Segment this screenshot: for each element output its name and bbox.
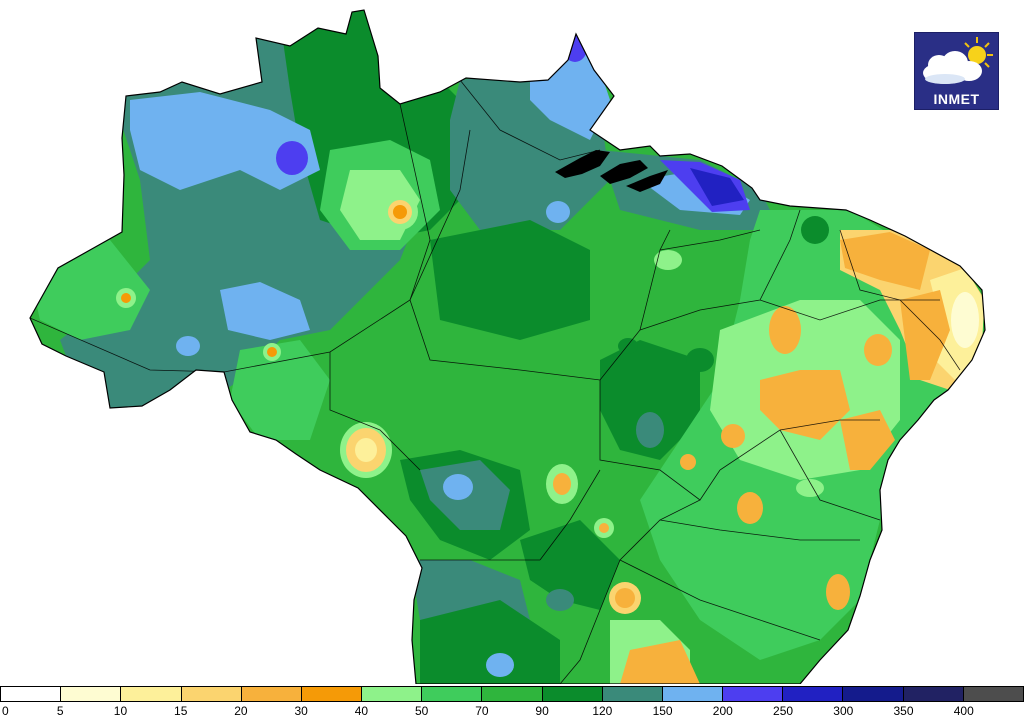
legend-label: 400 bbox=[953, 704, 974, 718]
legend-label: 15 bbox=[174, 704, 188, 718]
legend-swatch bbox=[902, 687, 963, 701]
legend-label: 150 bbox=[652, 704, 673, 718]
amazon-delta bbox=[555, 150, 668, 192]
legend-swatch bbox=[180, 687, 241, 701]
state-borders bbox=[30, 79, 961, 684]
legend-swatch bbox=[300, 687, 362, 701]
legend-swatch bbox=[421, 687, 482, 701]
legend-labels: 0 5 10 15 20 30 40 50 70 90 120 150 200 250 300 350 400 bbox=[0, 704, 1024, 720]
legend-swatch bbox=[541, 687, 602, 701]
legend-label: 0 bbox=[2, 704, 9, 718]
legend-swatch bbox=[842, 687, 903, 701]
legend-label: 70 bbox=[475, 704, 489, 718]
precipitation-map bbox=[29, 9, 986, 684]
legend-label: 350 bbox=[893, 704, 914, 718]
legend-swatch bbox=[661, 687, 723, 701]
sun-cloud-icon bbox=[923, 37, 993, 84]
color-legend: 0 5 10 15 20 30 40 50 70 90 120 150 200 250 300 350 400 bbox=[0, 686, 1024, 720]
legend-swatch bbox=[361, 687, 422, 701]
logo-text: INMET bbox=[933, 91, 980, 107]
legend-swatch bbox=[240, 687, 301, 701]
legend-label: 120 bbox=[592, 704, 613, 718]
legend-swatch bbox=[601, 687, 662, 701]
precipitation-field bbox=[30, 10, 985, 684]
legend-label: 10 bbox=[113, 704, 128, 718]
legend-swatch bbox=[962, 687, 1024, 701]
legend-label: 200 bbox=[712, 704, 733, 718]
legend-swatch bbox=[60, 687, 121, 701]
legend-swatch bbox=[0, 687, 61, 701]
legend-label: 300 bbox=[833, 704, 854, 718]
legend-label: 40 bbox=[354, 704, 369, 718]
legend-swatch bbox=[120, 687, 181, 701]
legend-label: 90 bbox=[535, 704, 549, 718]
inmet-logo: INMET bbox=[914, 32, 999, 110]
legend-swatch bbox=[782, 687, 843, 701]
legend-label: 5 bbox=[56, 704, 64, 718]
legend-label: 30 bbox=[294, 704, 308, 718]
legend-label: 20 bbox=[234, 704, 248, 718]
legend-swatch bbox=[481, 687, 542, 701]
legend-swatch bbox=[722, 687, 783, 701]
legend-bar bbox=[0, 686, 1024, 702]
legend-label: 50 bbox=[414, 704, 429, 718]
legend-label: 250 bbox=[773, 704, 794, 718]
